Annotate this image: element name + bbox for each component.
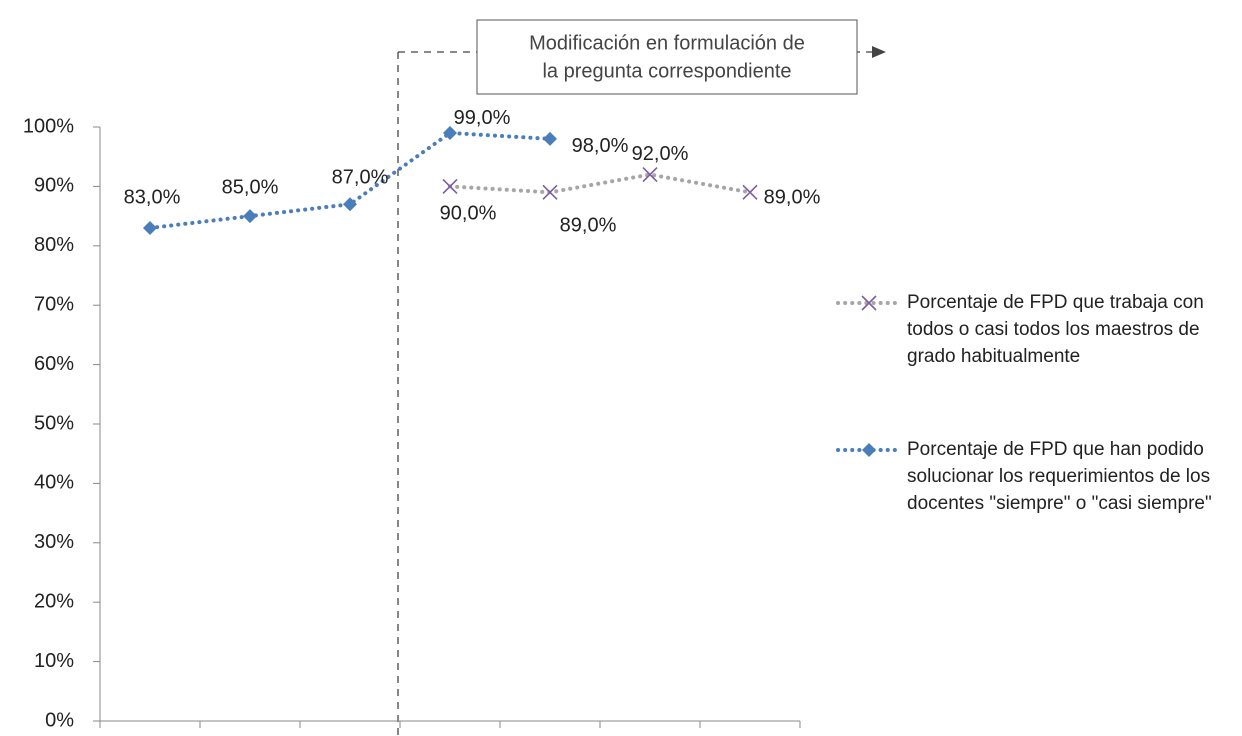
annotation: la pregunta correspondiente: [542, 60, 791, 82]
y-tick-label: 60%: [34, 353, 74, 375]
legend-key-marker: [861, 295, 877, 311]
legend-label: Porcentaje de FPD que han podido solucio…: [907, 439, 1212, 514]
y-tick-label: 70%: [34, 293, 74, 315]
y-tick-label: 30%: [34, 531, 74, 553]
data-label: 89,0%: [764, 187, 821, 209]
annotation-box: [476, 19, 858, 95]
annotation: Modificación en formulación de: [529, 32, 805, 54]
y-tick-label: 90%: [34, 175, 74, 197]
data-label: 98,0%: [572, 135, 629, 157]
marker: [443, 125, 457, 140]
marker: [442, 178, 458, 194]
marker: [343, 197, 357, 212]
data-label: 85,0%: [222, 176, 279, 198]
y-tick-label: 40%: [34, 472, 74, 494]
data-label: 89,0%: [560, 215, 617, 237]
legend-key-marker: [862, 443, 876, 457]
series-line: [448, 172, 752, 195]
data-label: 83,0%: [124, 186, 181, 208]
marker: [742, 184, 758, 200]
y-tick-label: 80%: [34, 234, 74, 256]
legend-label: Porcentaje de FPD que trabaja con todos …: [907, 292, 1204, 367]
marker: [542, 184, 558, 200]
y-tick-label: 10%: [34, 650, 74, 672]
data-label: 92,0%: [632, 143, 689, 165]
data-label: 90,0%: [440, 203, 497, 225]
arrow-head: [872, 46, 886, 58]
marker: [642, 166, 658, 183]
y-tick-label: 100%: [23, 115, 74, 137]
marker: [243, 209, 257, 224]
data-label: 99,0%: [454, 107, 511, 129]
marker: [143, 220, 157, 235]
marker: [543, 131, 557, 146]
data-label: 87,0%: [332, 167, 389, 189]
y-tick-label: 50%: [34, 412, 74, 434]
y-tick-label: 0%: [45, 709, 74, 731]
y-tick-label: 20%: [34, 590, 74, 612]
